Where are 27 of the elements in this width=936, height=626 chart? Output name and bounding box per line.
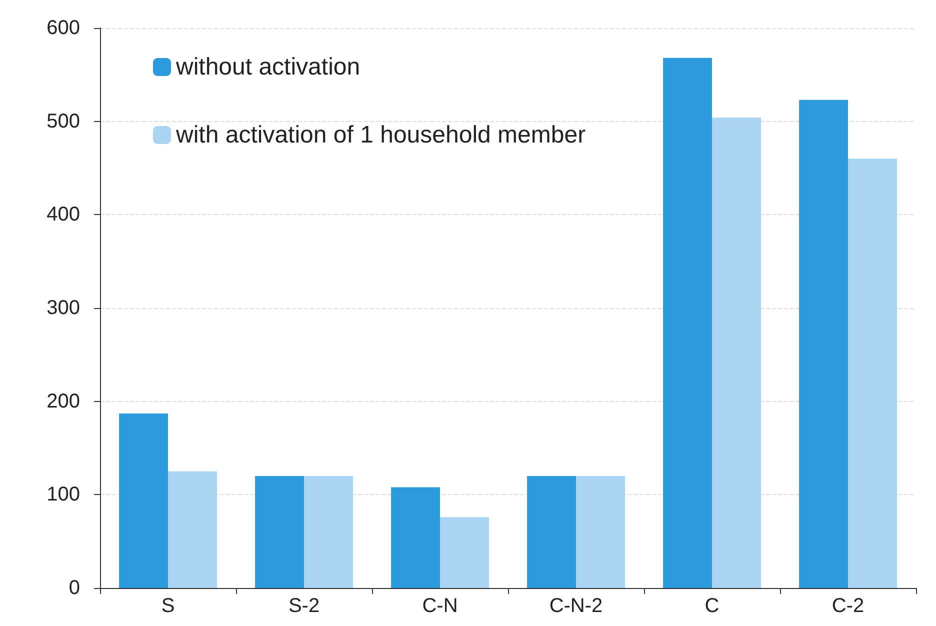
x-tick-label: C-2: [832, 595, 864, 617]
x-tick-label: C: [704, 595, 720, 617]
bar: [391, 487, 440, 588]
legend-label: without activation: [175, 54, 360, 80]
x-tick-label: C-N-2: [549, 595, 603, 617]
y-tick-label: 500: [46, 110, 80, 132]
bar: [255, 476, 304, 588]
bar: [576, 476, 625, 588]
y-tick-label: 300: [46, 297, 80, 319]
x-tick-label: C-N: [422, 595, 458, 617]
bar: [712, 118, 761, 588]
bar: [440, 517, 489, 588]
x-tick-label: S-2: [288, 595, 320, 617]
y-tick-label: 0: [68, 577, 80, 599]
x-tick-label: S: [161, 595, 175, 617]
y-tick-label: 600: [46, 17, 80, 39]
y-tick-label: 100: [46, 484, 80, 506]
y-tick-label: 200: [46, 390, 80, 412]
legend-label: with activation of 1 household member: [175, 122, 586, 148]
bar: [799, 100, 848, 588]
bar: [304, 476, 353, 588]
bar: [168, 471, 217, 588]
bar: [663, 58, 712, 588]
bar: [848, 158, 897, 588]
y-tick-label: 400: [46, 204, 80, 226]
bar: [527, 476, 576, 588]
bar: [119, 413, 168, 588]
